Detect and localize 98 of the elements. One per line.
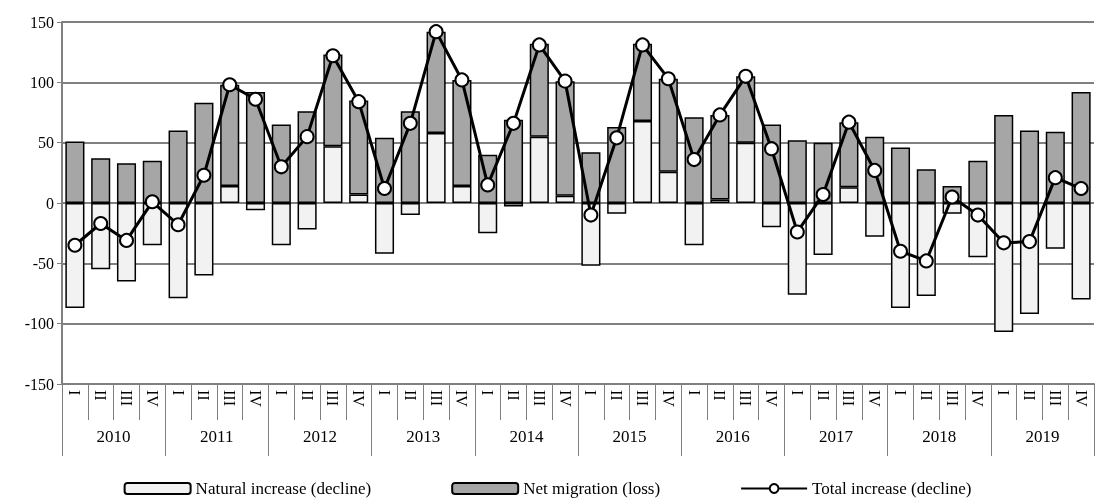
text: 2013 (406, 427, 441, 446)
point (454, 72, 470, 88)
point (764, 141, 779, 157)
x-tick-label: I (582, 390, 600, 396)
point (402, 115, 418, 131)
x-tick-label: II (814, 390, 832, 401)
x-tick-label: II (505, 390, 522, 401)
point (609, 130, 625, 146)
x-tick-label: II (195, 390, 213, 401)
x-tick-label: II (298, 390, 316, 401)
point (273, 159, 289, 175)
x-tick-label: IV (247, 390, 264, 408)
point (686, 152, 702, 168)
point (531, 37, 547, 53)
point (1022, 234, 1037, 250)
x-tick-label: IV (350, 390, 368, 408)
text: 2011 (200, 427, 234, 446)
x-tick-label: III (737, 390, 755, 406)
x-tick-label: I (892, 390, 909, 396)
x-tick-label: IV (763, 390, 780, 408)
x-tick-label: IV (453, 390, 471, 408)
point (299, 129, 315, 145)
point (144, 194, 160, 210)
y-tick-label: 0 (46, 194, 54, 212)
point (325, 48, 341, 64)
x-tick-label: I (169, 390, 187, 396)
x-tick-label: II (917, 390, 935, 401)
text: 2018 (922, 427, 957, 446)
legend-label: Total increase (decline) (812, 479, 972, 498)
x-tick-label: IV (556, 390, 574, 408)
x-tick-label: II (711, 390, 729, 401)
x-tick-label: I (788, 390, 806, 396)
point (248, 91, 263, 107)
point (351, 94, 367, 110)
text: 2012 (303, 427, 337, 446)
point (867, 162, 883, 178)
point (1073, 181, 1089, 197)
y-tick-label: -100 (24, 315, 54, 333)
x-tick-label: II (401, 390, 419, 401)
legend-label: Net migration (loss) (523, 479, 661, 498)
point (428, 24, 444, 40)
y-tick-label: 50 (38, 134, 54, 152)
x-tick-label: III (943, 390, 961, 406)
x-tick-label: I (272, 390, 290, 396)
point (635, 37, 650, 53)
x-tick-label: I (479, 390, 497, 396)
x-tick-label: IV (866, 390, 884, 408)
x-tick-label: III (530, 390, 548, 406)
x-tick-label: II (92, 390, 110, 401)
point (1047, 170, 1063, 186)
x-tick-label: IV (659, 390, 677, 408)
point (222, 77, 238, 93)
x-tick-label: IV (1072, 390, 1090, 408)
point (583, 207, 599, 223)
point (119, 232, 134, 248)
point (196, 167, 212, 183)
point (815, 187, 831, 203)
x-tick-label: III (840, 390, 858, 406)
x-tick-label: I (685, 390, 703, 396)
text: 2019 (1025, 427, 1060, 446)
x-tick-label: III (324, 390, 342, 406)
x-tick-label: IV (143, 390, 161, 408)
point (996, 235, 1012, 251)
legend-label: Natural increase (decline) (195, 479, 372, 498)
point (918, 253, 934, 269)
point (893, 243, 908, 259)
point (712, 107, 728, 123)
text: 2015 (612, 427, 647, 446)
x-tick-label: IV (969, 390, 987, 408)
x-tick-label: I (66, 390, 84, 396)
x-tick-label: III (634, 390, 651, 406)
y-tick-label: 150 (30, 13, 54, 31)
point (660, 71, 676, 87)
text: 2014 (509, 427, 544, 446)
point (738, 68, 754, 84)
x-tick-label: I (995, 390, 1013, 396)
x-tick-label: III (427, 390, 445, 406)
point (170, 217, 186, 233)
x-tick-label: III (118, 390, 135, 406)
text: 2017 (819, 427, 854, 446)
point (841, 114, 857, 130)
x-tick-label: III (1046, 390, 1064, 406)
y-tick-label: -150 (24, 375, 54, 393)
y-tick-label: 100 (30, 73, 54, 91)
text: 2010 (96, 427, 131, 446)
point (67, 237, 83, 253)
point (506, 115, 521, 131)
point (970, 207, 986, 223)
x-tick-label: II (608, 390, 626, 401)
point (93, 216, 109, 232)
x-tick-label: I (376, 390, 393, 396)
point (557, 73, 573, 89)
x-tick-label: II (1021, 390, 1038, 401)
x-tick-label: III (221, 390, 239, 406)
y-tick-label: -50 (32, 254, 54, 272)
point (789, 224, 805, 240)
point (377, 181, 392, 197)
text: 2016 (715, 427, 750, 446)
